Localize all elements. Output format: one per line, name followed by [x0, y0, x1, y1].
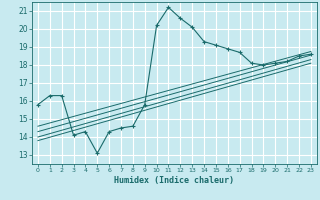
X-axis label: Humidex (Indice chaleur): Humidex (Indice chaleur)	[115, 176, 234, 185]
